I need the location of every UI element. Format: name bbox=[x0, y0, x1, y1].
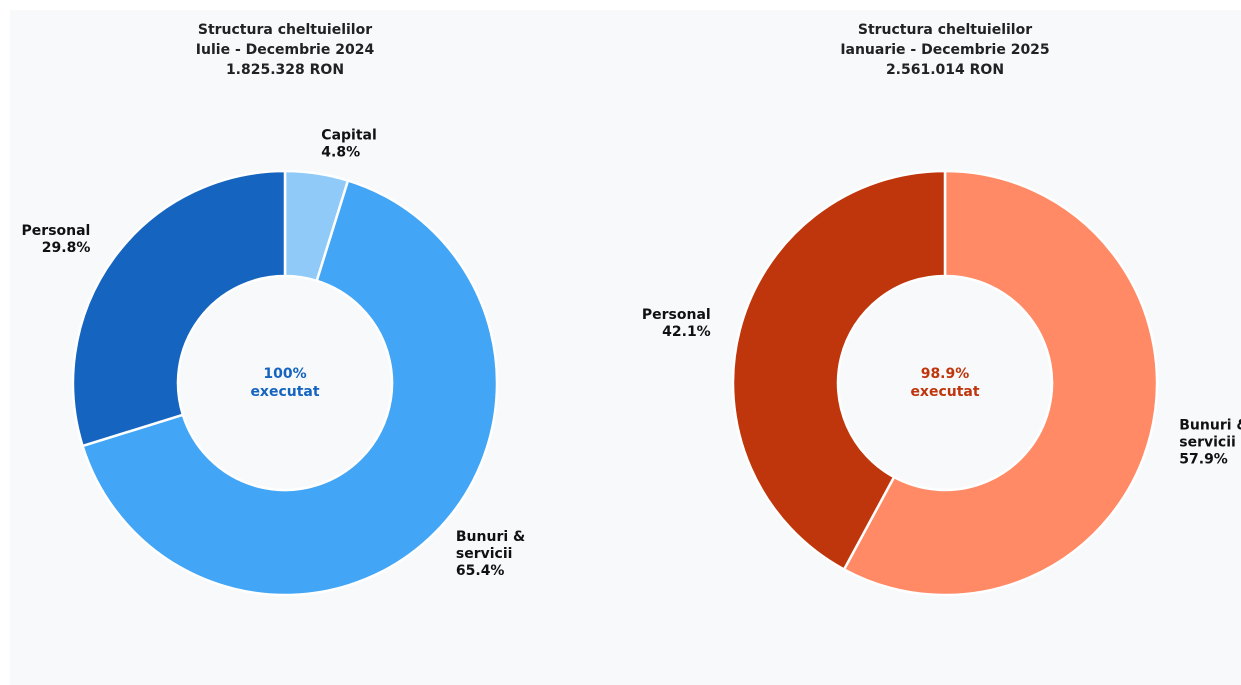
chart-title: Structura cheltuielilor bbox=[858, 22, 1032, 38]
slice-name: Personal bbox=[22, 223, 91, 239]
slice-label: Capital 4.8% bbox=[321, 128, 376, 161]
center-label: executat bbox=[910, 384, 979, 400]
slice-value: 57.9% bbox=[1179, 451, 1228, 467]
slice-label: Personal 29.8% bbox=[22, 223, 91, 256]
center-label: executat bbox=[250, 384, 319, 400]
chart-total: 2.561.014 RON bbox=[886, 62, 1004, 78]
chart-total: 1.825.328 RON bbox=[226, 62, 344, 78]
slice-name: Bunuri &servicii bbox=[456, 529, 525, 562]
slice-value: 42.1% bbox=[662, 324, 711, 340]
slice bbox=[71, 169, 287, 448]
slice-value: 65.4% bbox=[456, 563, 505, 579]
slice-label: Personal 42.1% bbox=[642, 307, 711, 340]
slice-name: Capital bbox=[321, 128, 376, 144]
slice bbox=[731, 169, 947, 572]
chart-title: Structura cheltuielilor bbox=[198, 22, 372, 38]
slice-label: Bunuri & servicii 65.4% bbox=[456, 529, 525, 579]
center-label: 98.9% bbox=[921, 366, 970, 382]
chart-subtitle: Ianuarie - Decembrie 2025 bbox=[840, 42, 1049, 58]
slice bbox=[842, 169, 1159, 597]
chart-subtitle: Iulie - Decembrie 2024 bbox=[196, 42, 375, 58]
slice-value: 4.8% bbox=[321, 145, 360, 161]
slice-name: Personal bbox=[642, 307, 711, 323]
slice-value: 29.8% bbox=[42, 240, 91, 256]
slice-name: Bunuri &servicii bbox=[1179, 417, 1241, 450]
center-label: 100% bbox=[263, 366, 306, 382]
slice bbox=[81, 179, 499, 597]
